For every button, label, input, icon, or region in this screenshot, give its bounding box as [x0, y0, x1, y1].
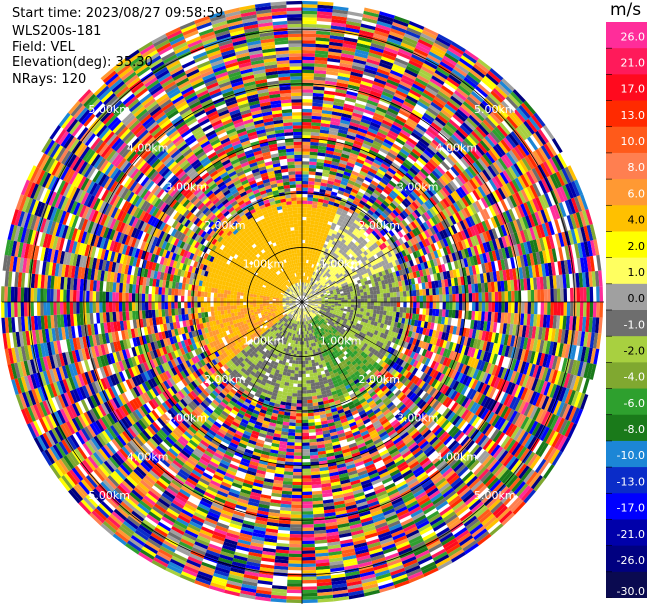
ring-label: 5.00km [474, 489, 516, 502]
ring-label: 4.00km [435, 450, 477, 463]
field-label: Field: VEL [12, 40, 75, 55]
ring-label: 4.00km [127, 142, 169, 155]
colorbar-segment [606, 571, 647, 598]
colorbar-segment [606, 440, 647, 468]
colorbar-tick: -26.0 [617, 554, 645, 567]
ring-label: 5.00km [88, 103, 130, 116]
colorbar-segment [606, 388, 647, 416]
colorbar-tick: 0.0 [628, 292, 646, 305]
ring-label: 2.00km [358, 373, 400, 386]
ring-label: 5.00km [474, 103, 516, 116]
colorbar-tick: 4.0 [628, 214, 646, 227]
colorbar-tick: -21.0 [617, 528, 645, 541]
ring-label: 2.00km [204, 219, 246, 232]
colorbar-segment [606, 519, 647, 547]
ring-label: 1.00km [243, 335, 285, 348]
ring-label: 2.00km [358, 219, 400, 232]
colorbar-tick: 26.0 [621, 30, 646, 43]
ring-label: 3.00km [397, 412, 439, 425]
ring-label: 1.00km [243, 257, 285, 270]
elevation-label: Elevation(deg): 35.30 [12, 55, 153, 70]
colorbar-segment [606, 414, 647, 442]
colorbar-segment [606, 22, 647, 49]
colorbar-segment [606, 257, 647, 285]
colorbar-tick: 2.0 [628, 240, 646, 253]
ring-label: 4.00km [435, 142, 477, 155]
colorbar-tick: -6.0 [624, 397, 645, 410]
instrument-label: WLS200s-181 [12, 24, 102, 39]
colorbar-segment [606, 179, 647, 206]
colorbar-tick: 21.0 [621, 57, 646, 70]
colorbar-segment [606, 126, 647, 154]
colorbar-tick: -13.0 [617, 475, 645, 488]
colorbar-tick: -8.0 [624, 423, 645, 436]
colorbar-tick: 13.0 [621, 109, 646, 122]
colorbar-tick: 8.0 [628, 161, 646, 174]
ring-label: 5.00km [88, 489, 130, 502]
colorbar-segment [606, 74, 647, 102]
colorbar: 26.0 21.0 17.0 13.0 10.0 8.0 6.0 4.0 2.0 1.0 0.0 -1… [606, 22, 647, 598]
colorbar-segment [606, 152, 647, 180]
nrays-label: NRays: 120 [12, 72, 87, 87]
colorbar-unit: m/s [610, 0, 642, 20]
ring-label: 4.00km [127, 450, 169, 463]
ring-label: 1.00km [320, 335, 362, 348]
ring-label: 3.00km [166, 180, 208, 193]
colorbar-segment [606, 48, 647, 75]
range-rings [2, 2, 604, 604]
colorbar-segment [606, 545, 647, 573]
colorbar-tick: -2.0 [624, 345, 645, 358]
colorbar-segment [606, 467, 647, 494]
ring-label: 3.00km [166, 412, 208, 425]
colorbar-tick: 1.0 [628, 266, 646, 279]
ring-label: 3.00km [397, 180, 439, 193]
start-time-label: Start time: 2023/08/27 09:58:59 [12, 6, 224, 21]
colorbar-tick: -30.0 [617, 585, 645, 598]
colorbar-tick: 6.0 [628, 187, 646, 200]
velocity-gates [0, 0, 604, 604]
colorbar-segment [606, 205, 647, 232]
colorbar-tick: 17.0 [621, 83, 646, 96]
colorbar-segment [606, 336, 647, 363]
colorbar-segment [606, 231, 647, 259]
colorbar-segment [606, 100, 647, 128]
ppi-plot: 1.00km 1.00km 1.00km 1.00km 2.00km 2.00km 2.00… [0, 0, 604, 604]
colorbar-segment [606, 283, 647, 311]
ring-labels: 1.00km 1.00km 1.00km 1.00km 2.00km 2.00km 2.00… [88, 103, 515, 502]
colorbar-segment [606, 493, 647, 520]
colorbar-tick: -4.0 [624, 371, 645, 384]
colorbar-tick: -10.0 [617, 449, 645, 462]
colorbar-segment [606, 362, 647, 390]
colorbar-tick: -1.0 [624, 318, 645, 331]
colorbar-tick: 10.0 [621, 135, 646, 148]
colorbar-tick: -17.0 [617, 502, 645, 515]
ring-label: 1.00km [320, 257, 362, 270]
ring-label: 2.00km [204, 373, 246, 386]
colorbar-segment [606, 310, 647, 337]
